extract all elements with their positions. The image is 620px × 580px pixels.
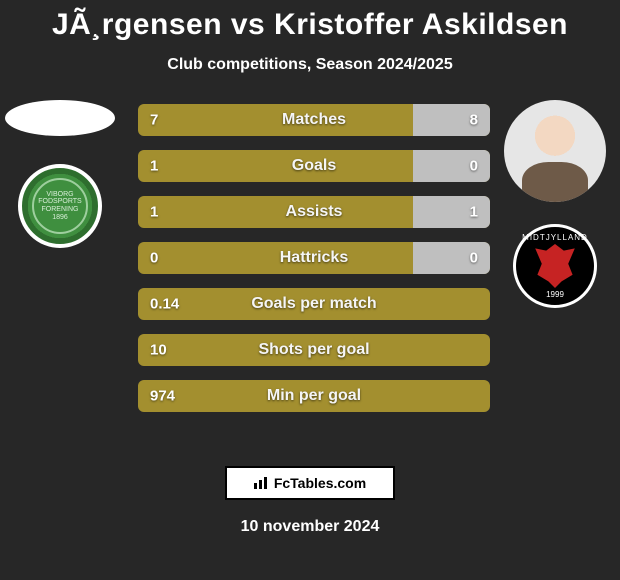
stat-row: 1Goals0	[138, 150, 490, 182]
stat-label: Assists	[138, 203, 490, 221]
right-player-photo	[504, 100, 606, 202]
stat-row: 10Shots per goal	[138, 334, 490, 366]
stat-label: Min per goal	[138, 387, 490, 405]
wolf-icon	[533, 244, 577, 288]
brand-text: FcTables.com	[274, 475, 366, 491]
stat-right-value: 0	[470, 158, 478, 175]
subtitle: Club competitions, Season 2024/2025	[0, 56, 620, 74]
stat-label: Matches	[138, 111, 490, 129]
stat-right-value: 8	[470, 112, 478, 129]
left-player-column: VIBORGFODSPORTSFORENING1896	[0, 104, 120, 248]
chart-icon	[254, 477, 270, 489]
stat-row: 1Assists1	[138, 196, 490, 228]
left-club-badge-label: VIBORGFODSPORTSFORENING1896	[38, 191, 81, 222]
stat-label: Hattricks	[138, 249, 490, 267]
stat-row: 0Hattricks0	[138, 242, 490, 274]
page-title: JÃ¸rgensen vs Kristoffer Askildsen	[0, 0, 620, 42]
left-club-badge: VIBORGFODSPORTSFORENING1896	[18, 164, 102, 248]
stat-bars: 7Matches81Goals01Assists10Hattricks00.14…	[138, 104, 490, 412]
stat-label: Shots per goal	[138, 341, 490, 359]
stat-row: 0.14Goals per match	[138, 288, 490, 320]
stat-label: Goals	[138, 157, 490, 175]
stat-row: 974Min per goal	[138, 380, 490, 412]
brand-badge[interactable]: FcTables.com	[225, 466, 395, 500]
comparison-content: VIBORGFODSPORTSFORENING1896 MIDTJYLLAND …	[0, 104, 620, 444]
right-club-name: MIDTJYLLAND	[522, 233, 588, 242]
stat-right-value: 1	[470, 204, 478, 221]
stat-label: Goals per match	[138, 295, 490, 313]
right-club-badge: MIDTJYLLAND 1999	[513, 224, 597, 308]
right-club-year: 1999	[546, 290, 564, 299]
stat-row: 7Matches8	[138, 104, 490, 136]
left-player-photo-placeholder	[5, 100, 115, 136]
date-text: 10 november 2024	[0, 518, 620, 536]
stat-right-value: 0	[470, 250, 478, 267]
right-player-column: MIDTJYLLAND 1999	[490, 104, 620, 308]
